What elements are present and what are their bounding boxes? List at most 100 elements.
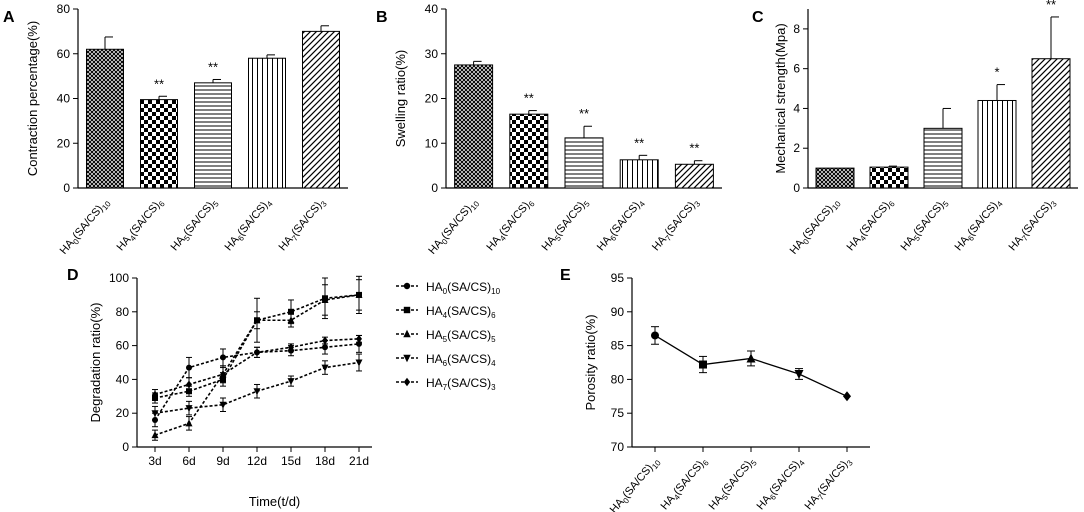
panel-c-category-label-mid: (SA/CS) (857, 200, 892, 239)
panel-d-legend-sub1: 0 (443, 287, 448, 296)
panel-d-data-point (186, 380, 192, 389)
panel-d-x-tick-label: 6d (182, 454, 195, 468)
panel-b-y-tick-label: 20 (425, 92, 439, 106)
panel-d-legend-ha: HA (426, 376, 443, 390)
panel-a-category-label-sub1: 5 (182, 233, 192, 243)
panel-d-data-point (356, 334, 362, 343)
panel-d-data-point (355, 290, 363, 298)
panel-c-category-label-mid: (SA/CS) (965, 200, 1000, 239)
panel-a-category-label-sub1: 6 (236, 233, 246, 243)
panel-c-category-label-sub2: 6 (887, 199, 897, 209)
panel-d-legend-sub2: 5 (491, 335, 496, 344)
panel-d-y-tick-label: 40 (116, 372, 130, 386)
panel-d-data-point (322, 336, 328, 345)
panel-a-y-tick-label: 0 (63, 181, 70, 195)
panel-c-significance-label: ** (1046, 0, 1056, 12)
panel-e-data-point (794, 369, 804, 379)
panel-c-bar (1031, 58, 1071, 189)
panel-d-legend-marker (403, 354, 411, 363)
panel-b-category-label-mid: (SA/CS) (608, 200, 643, 239)
panel-c-significance-label: * (994, 65, 999, 80)
panel-d-legend-sub1: 7 (443, 383, 448, 392)
panel-d-data-point (220, 354, 226, 361)
panel-d-y-tick-label: 100 (109, 271, 129, 285)
panel-d-legend-mid: (SA/CS) (447, 304, 491, 318)
panel-b-category-label-mid: (SA/CS) (663, 200, 698, 239)
panel-e-category-label-sub1: 6 (768, 492, 778, 502)
panel-d-data-point (254, 348, 260, 357)
panel-e-y-tick-label: 85 (611, 339, 625, 353)
panel-d-legend-sub1: 4 (443, 311, 448, 320)
panel-c-bar (869, 166, 909, 189)
panel-b-category-label-mid: (SA/CS) (439, 203, 474, 242)
panel-letter-d: D (67, 267, 79, 284)
panel-c-category-label: HA0(SA/CS)10 (788, 196, 843, 258)
panel-d-data-point (185, 419, 193, 427)
panel-d-legend-mid: (SA/CS) (447, 352, 491, 366)
panel-letter-c: C (752, 9, 764, 26)
panel-a-category-label-sub2: 4 (265, 199, 275, 209)
panel-d-data-point (322, 344, 328, 351)
panel-a-category-label-mid: (SA/CS) (127, 200, 162, 239)
panel-b-significance-label: ** (634, 135, 644, 150)
panel-a-category-label: HA5(SA/CS)5 (169, 196, 222, 255)
panel-d-legend-label: HA7(SA/CS)3 (426, 376, 496, 392)
panel-b-category-label-sub1: 0 (440, 237, 450, 247)
panel-d-x-tick-label: 9d (216, 454, 229, 468)
panel-a-category-label-sub1: 7 (290, 233, 300, 243)
panel-d-data-point (152, 390, 158, 399)
panel-d-legend-ha: HA (426, 280, 443, 294)
panel-d-y-tick-label: 80 (116, 305, 130, 319)
panel-b-y-tick-label: 30 (425, 47, 439, 61)
panel-d-legend-mid: (SA/CS) (447, 376, 491, 390)
panel-d-y-tick-label: 60 (116, 339, 130, 353)
panel-c-y-tick-label: 8 (793, 22, 800, 36)
panel-a-y-axis-title: Contraction percentage(%) (25, 21, 40, 176)
panel-b-category-label-mid: (SA/CS) (497, 200, 532, 239)
panel-d-legend-sub1: 5 (443, 335, 448, 344)
panel-a-y-tick-label: 80 (57, 2, 71, 16)
panel-e-y-axis-title: Porosity ratio(%) (583, 314, 598, 410)
panel-d-data-point (287, 378, 295, 386)
panel-d-data-point (288, 343, 294, 352)
panel-b-category-label-sub2: 5 (582, 199, 592, 209)
panel-b-category-label-sub2: 3 (692, 199, 702, 209)
panel-d-x-tick-label: 21d (349, 454, 369, 468)
panel-b-category-label-sub1: 4 (498, 233, 508, 243)
panel-c-y-tick-label: 2 (793, 141, 800, 155)
panel-d-data-point (220, 370, 226, 379)
panel-a-category-label-mid: (SA/CS) (235, 200, 270, 239)
panel-b-bar (564, 137, 604, 189)
panel-a-significance-label: ** (154, 76, 164, 91)
panel-d-legend-mid: (SA/CS) (447, 328, 491, 342)
panel-b-y-tick-label: 40 (425, 2, 439, 16)
panel-c-bar (977, 99, 1017, 189)
panel-a-category-label-mid: (SA/CS) (181, 200, 216, 239)
panel-a-y-tick-label: 20 (57, 136, 71, 150)
panel-a-significance-label: ** (208, 59, 218, 74)
panel-b-category-label: HA7(SA/CS)3 (650, 196, 703, 255)
panel-e-category-label-mid: (SA/CS) (767, 459, 802, 498)
panel-d-legend-ha: HA (426, 352, 443, 366)
panel-b-category-label: HA6(SA/CS)4 (595, 196, 648, 255)
panel-d-legend-marker (403, 329, 411, 338)
panel-a-bar (140, 99, 178, 189)
panel-d-legend-label: HA0(SA/CS)10 (426, 280, 501, 296)
panel-c-category-label-sub1: 0 (801, 237, 811, 247)
panel-d-y-tick-label: 0 (122, 440, 129, 454)
panel-e-category-label: HA4(SA/CS)6 (659, 455, 712, 512)
panel-a-category-label-mid: (SA/CS) (70, 203, 105, 242)
panel-e-category-label: HA7(SA/CS)3 (803, 455, 856, 512)
panel-c-bar (923, 127, 963, 189)
panel-c-category-label: HA5(SA/CS)5 (899, 196, 952, 255)
panel-d-data-point (219, 401, 227, 409)
panel-b-category-label: HA0(SA/CS)10 (426, 196, 481, 258)
panel-a-bar (302, 30, 340, 189)
panel-e-y-tick-label: 75 (611, 406, 625, 420)
panel-a-category-label-sub2: 5 (211, 199, 221, 209)
panel-d-legend-marker (403, 377, 411, 387)
